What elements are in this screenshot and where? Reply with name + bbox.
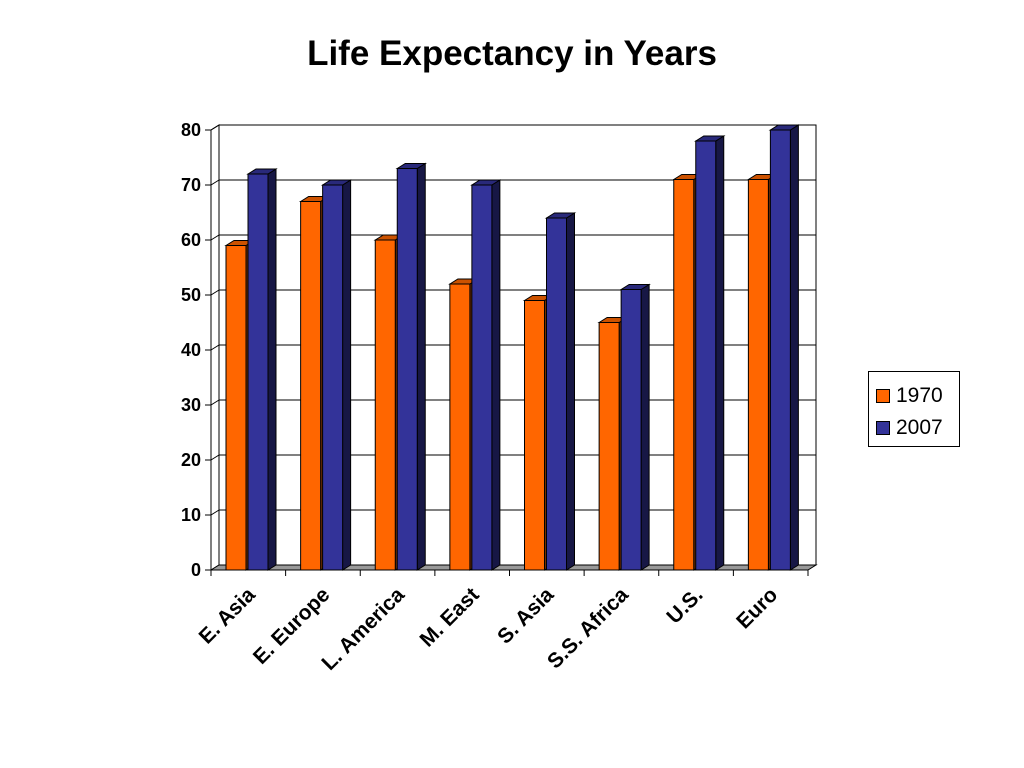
bar-2007-u-s-side	[715, 135, 725, 571]
x-category-label: E. Asia	[195, 583, 260, 648]
gridline-side	[210, 289, 220, 296]
bar-2007-e-asia	[247, 173, 269, 571]
bar-2007-e-asia-side	[267, 168, 277, 571]
bar-2007-euro	[769, 129, 791, 571]
bar-2007-l-america	[396, 168, 418, 571]
bar-1970-u-s	[673, 179, 695, 571]
legend-item-1970: 1970	[876, 381, 959, 411]
y-tick-label: 10	[181, 505, 201, 525]
bar-2007-l-america-side	[416, 162, 426, 571]
legend-label-1970: 1970	[896, 384, 943, 407]
gridline-side	[210, 179, 220, 186]
bar-1970-e-asia	[225, 245, 247, 571]
y-tick-label: 80	[181, 120, 201, 140]
gridline-side	[210, 399, 220, 406]
legend-item-2007: 2007	[876, 413, 959, 443]
bar-1970-s-s-africa	[598, 322, 620, 571]
chart-legend: 1970 2007	[868, 371, 960, 447]
x-category-label: S.S. Africa	[543, 583, 633, 673]
bar-2007-s-s-africa-side	[640, 283, 650, 571]
bar-2007-e-europe-side	[342, 179, 352, 571]
legend-label-2007: 2007	[896, 416, 943, 439]
bar-2007-s-asia-side	[566, 212, 575, 571]
bar-2007-s-asia	[546, 217, 567, 571]
gridline-side	[210, 124, 220, 131]
bar-2007-euro-side	[789, 124, 799, 571]
gridline-side	[210, 454, 220, 461]
y-tick-label: 0	[191, 560, 201, 580]
x-category-label: M. East	[415, 583, 483, 651]
bar-2007-u-s	[695, 140, 717, 571]
bar-2007-e-europe	[322, 184, 344, 571]
bar-1970-m-east	[449, 283, 471, 571]
bar-1970-s-asia	[524, 300, 545, 571]
bar-2007-m-east-side	[491, 179, 501, 571]
bar-1970-euro	[747, 179, 769, 571]
y-tick-label: 60	[181, 230, 201, 250]
legend-swatch-2007	[876, 421, 890, 435]
bar-1970-l-america	[374, 239, 396, 571]
y-tick-label: 20	[181, 450, 201, 470]
bar-1970-e-europe	[300, 201, 322, 571]
x-category-label: S. Asia	[493, 583, 558, 648]
gridline-side	[210, 344, 220, 351]
chart-title: Life Expectancy in Years	[307, 34, 717, 73]
gridline-side	[210, 509, 220, 516]
bar-2007-m-east	[471, 184, 493, 571]
bar-2007-s-s-africa	[620, 289, 642, 571]
gridline-side	[210, 234, 220, 241]
x-category-label: U.S.	[662, 583, 707, 628]
y-tick-label: 30	[181, 395, 201, 415]
x-category-label: Euro	[732, 583, 782, 633]
y-tick-label: 50	[181, 285, 201, 305]
y-tick-label: 40	[181, 340, 201, 360]
y-tick-label: 70	[181, 175, 201, 195]
legend-swatch-1970	[876, 389, 890, 403]
